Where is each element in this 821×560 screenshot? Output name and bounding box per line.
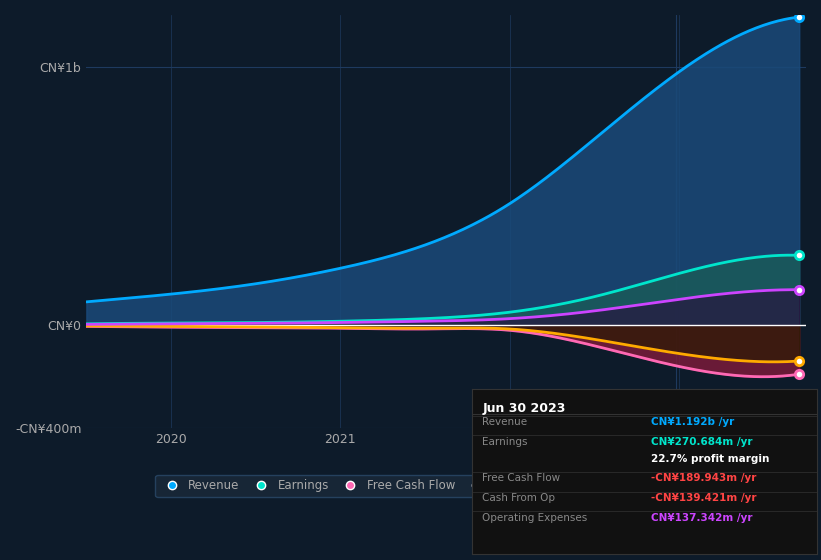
Text: Jun 30 2023: Jun 30 2023 xyxy=(483,403,566,416)
Text: CN¥270.684m /yr: CN¥270.684m /yr xyxy=(651,437,753,447)
Text: Free Cash Flow: Free Cash Flow xyxy=(483,473,561,483)
Text: CN¥1.192b /yr: CN¥1.192b /yr xyxy=(651,417,735,427)
Text: -CN¥139.421m /yr: -CN¥139.421m /yr xyxy=(651,493,757,503)
Text: Earnings: Earnings xyxy=(483,437,528,447)
Text: -CN¥189.943m /yr: -CN¥189.943m /yr xyxy=(651,473,757,483)
Text: Operating Expenses: Operating Expenses xyxy=(483,513,588,523)
Text: Cash From Op: Cash From Op xyxy=(483,493,556,503)
Text: Revenue: Revenue xyxy=(483,417,528,427)
Legend: Revenue, Earnings, Free Cash Flow, Cash From Op, Operating Expenses: Revenue, Earnings, Free Cash Flow, Cash … xyxy=(155,474,737,497)
Text: 22.7% profit margin: 22.7% profit margin xyxy=(651,454,770,464)
Text: CN¥137.342m /yr: CN¥137.342m /yr xyxy=(651,513,753,523)
